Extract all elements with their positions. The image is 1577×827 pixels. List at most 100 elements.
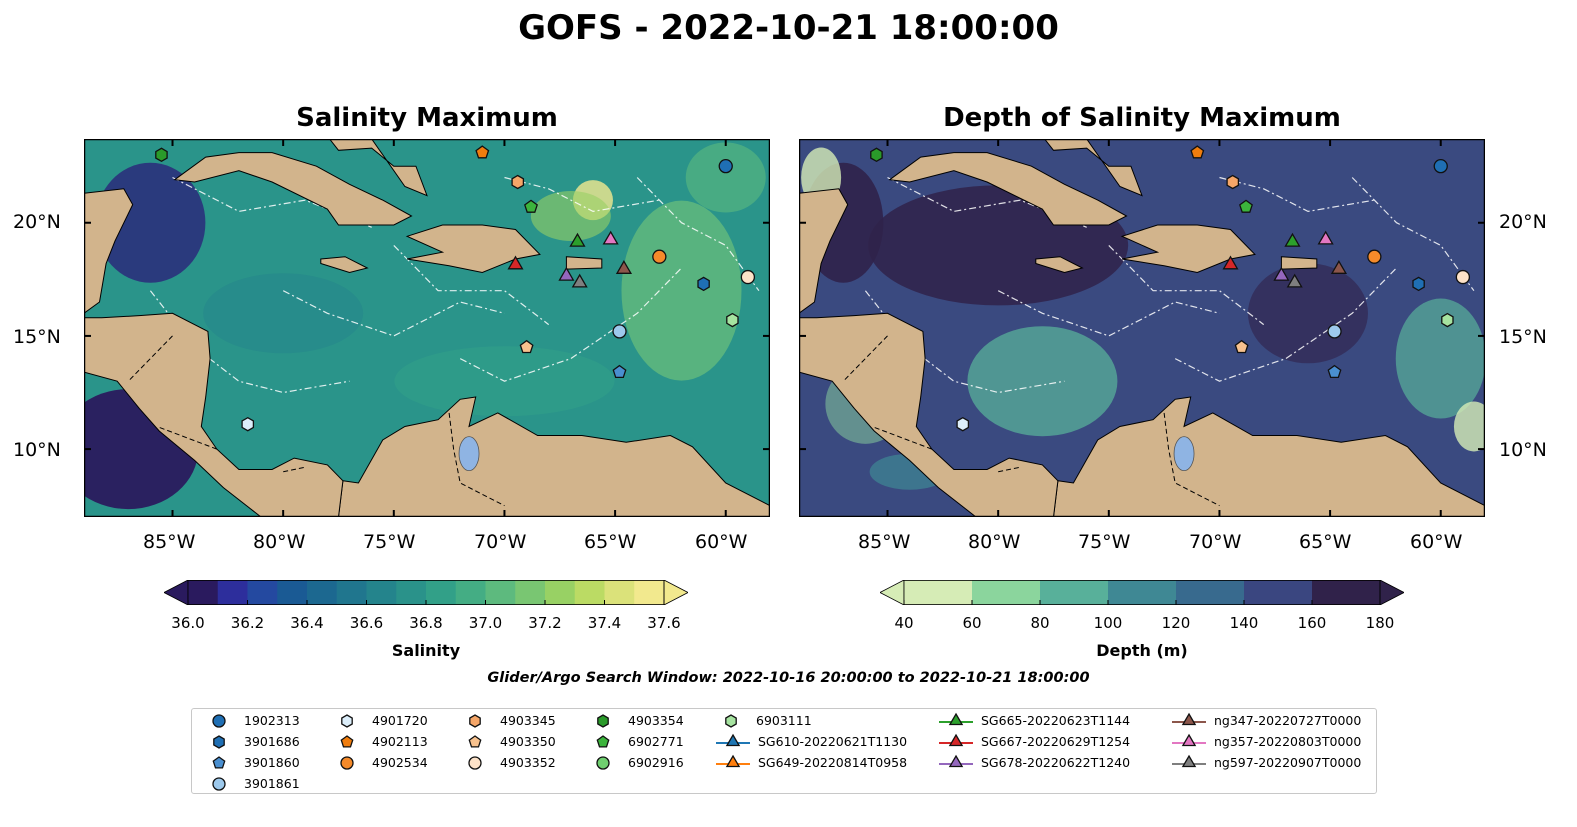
y-tick-15n-right: 15°N <box>1499 326 1547 348</box>
legend-marker-4901720 <box>341 714 353 728</box>
legend-marker-ng597-20220907T0000 <box>1181 754 1197 768</box>
x-tick-65w-left: 65°W <box>584 531 637 553</box>
field-patch <box>1395 298 1485 419</box>
y-tick-10n-left: 10°N <box>13 439 61 461</box>
argo-float-4901720 <box>241 416 255 432</box>
salinity-colorbar-bin <box>217 580 248 605</box>
map-frame <box>799 139 1485 517</box>
depth-colorbar-extend-high <box>1379 580 1404 605</box>
y-tick-20n-right: 20°N <box>1499 211 1547 233</box>
land-yucatan <box>799 188 849 314</box>
land-central-america <box>84 312 344 517</box>
legend-marker-ng347-20220727T0000 <box>1181 712 1197 726</box>
glider-ng357-20220803T0000 <box>1317 230 1334 245</box>
country-border <box>1163 412 1220 507</box>
salinity-colorbar-bin <box>366 580 397 605</box>
depth-colorbar-bin <box>972 580 1041 605</box>
legend-marker-4903350 <box>468 735 482 748</box>
legend-marker-SG678-20220622T1240 <box>948 754 964 768</box>
salinity-colorbar-tick-label: 37.0 <box>468 614 503 632</box>
field-patch <box>621 200 742 381</box>
eez-boundary <box>997 290 1220 337</box>
lake-maracaibo <box>1173 436 1195 472</box>
argo-float-3901686 <box>1412 276 1425 292</box>
argo-float-4902534 <box>1367 249 1382 264</box>
legend-marker-3901686 <box>213 735 225 749</box>
salinity-colorbar-bin <box>336 580 367 605</box>
legend-marker-4903354 <box>597 714 609 728</box>
depth-colorbar-tick-label: 140 <box>1229 614 1259 632</box>
y-tick-20n-left: 20°N <box>13 211 61 233</box>
glider-SG665-20220623T1144 <box>1284 232 1301 247</box>
field-patch <box>1453 401 1485 452</box>
country-border <box>448 412 505 507</box>
salinity-colorbar-tick-label: 37.6 <box>647 614 681 632</box>
eez-boundary <box>1219 176 1375 213</box>
salinity-colorbar-tick-label: 37.4 <box>587 614 622 632</box>
salinity-colorbar-bin <box>485 580 516 605</box>
legend-marker-SG610-20220621T1130 <box>725 733 741 747</box>
x-tick-75w-right: 75°W <box>1078 531 1131 553</box>
land-puerto-rico <box>565 256 603 270</box>
salinity-colorbar-bin <box>455 580 486 605</box>
country-border <box>283 466 306 473</box>
panel-title-salinity: Salinity Maximum <box>296 103 558 133</box>
salinity-colorbar-tick-label: 36.8 <box>409 614 443 632</box>
search-window-text: Glider/Argo Search Window: 2022-10-16 20… <box>487 670 1090 686</box>
argo-float-3901686 <box>697 276 710 292</box>
x-tick-85w-left: 85°W <box>143 531 196 553</box>
depth-colorbar-label: Depth (m) <box>1096 641 1188 660</box>
argo-float-4903352 <box>740 269 756 285</box>
glider-SG678-20220622T1240 <box>1273 266 1290 281</box>
argo-float-1902313 <box>1433 159 1448 174</box>
salinity-colorbar-bin <box>604 580 635 605</box>
eez-boundary <box>636 177 760 292</box>
x-tick-80w-right: 80°W <box>968 531 1021 553</box>
argo-float-1902313 <box>718 159 733 174</box>
land-yucatan <box>84 188 134 314</box>
x-tick-85w-right: 85°W <box>858 531 911 553</box>
salinity-colorbar <box>164 580 688 605</box>
salinity-colorbar-bin <box>277 580 308 605</box>
panel-title-depth: Depth of Salinity Maximum <box>943 103 1341 133</box>
argo-float-4901720 <box>956 416 970 432</box>
eez-boundary <box>393 244 550 326</box>
salinity-colorbar-bin <box>634 580 665 605</box>
argo-float-3901861 <box>1327 324 1342 339</box>
salinity-colorbar-tick-label: 36.4 <box>290 614 324 632</box>
salinity-map <box>84 139 770 517</box>
legend: 1902313 3901686 3901860 3901861 4901720 49021… <box>191 708 1377 794</box>
eez-boundary <box>1351 177 1475 292</box>
argo-float-4902113 <box>475 145 490 159</box>
depth-colorbar-extend-low <box>880 580 905 605</box>
x-tick-70w-right: 70°W <box>1189 531 1242 553</box>
country-border <box>871 426 932 450</box>
depth-colorbar-bin <box>1312 580 1381 605</box>
glider-SG678-20220622T1240 <box>558 266 575 281</box>
salinity-colorbar-bin <box>247 580 278 605</box>
legend-marker-3901860 <box>212 756 226 769</box>
eez-boundary <box>1174 267 1397 382</box>
salinity-colorbar-bin <box>426 580 457 605</box>
argo-float-6903111 <box>726 312 739 328</box>
glider-ng597-20220907T0000 <box>1286 273 1303 288</box>
legend-marker-SG667-20220629T1254 <box>948 733 964 747</box>
glider-SG667-20220629T1254 <box>1222 255 1239 270</box>
legend-marker-6902916 <box>596 756 610 770</box>
salinity-colorbar-bin <box>307 580 338 605</box>
field-patch <box>1247 263 1368 364</box>
argo-float-3901860 <box>1327 364 1342 379</box>
legend-marker-6903111 <box>725 714 737 728</box>
argo-float-4903354 <box>155 147 168 163</box>
argo-float-3901860 <box>612 364 627 379</box>
land-south-america <box>1052 396 1485 517</box>
salinity-colorbar-bin <box>188 580 219 605</box>
depth-colorbar-bin <box>1176 580 1245 605</box>
legend-marker-SG649-20220814T0958 <box>725 754 741 768</box>
x-tick-60w-right: 60°W <box>1410 531 1463 553</box>
salinity-colorbar-tick-label: 36.2 <box>230 614 265 632</box>
field-patch <box>967 326 1118 437</box>
argo-float-4902534 <box>652 249 667 264</box>
glider-ng347-20220727T0000 <box>1330 260 1348 274</box>
legend-marker-4902113 <box>340 735 354 748</box>
